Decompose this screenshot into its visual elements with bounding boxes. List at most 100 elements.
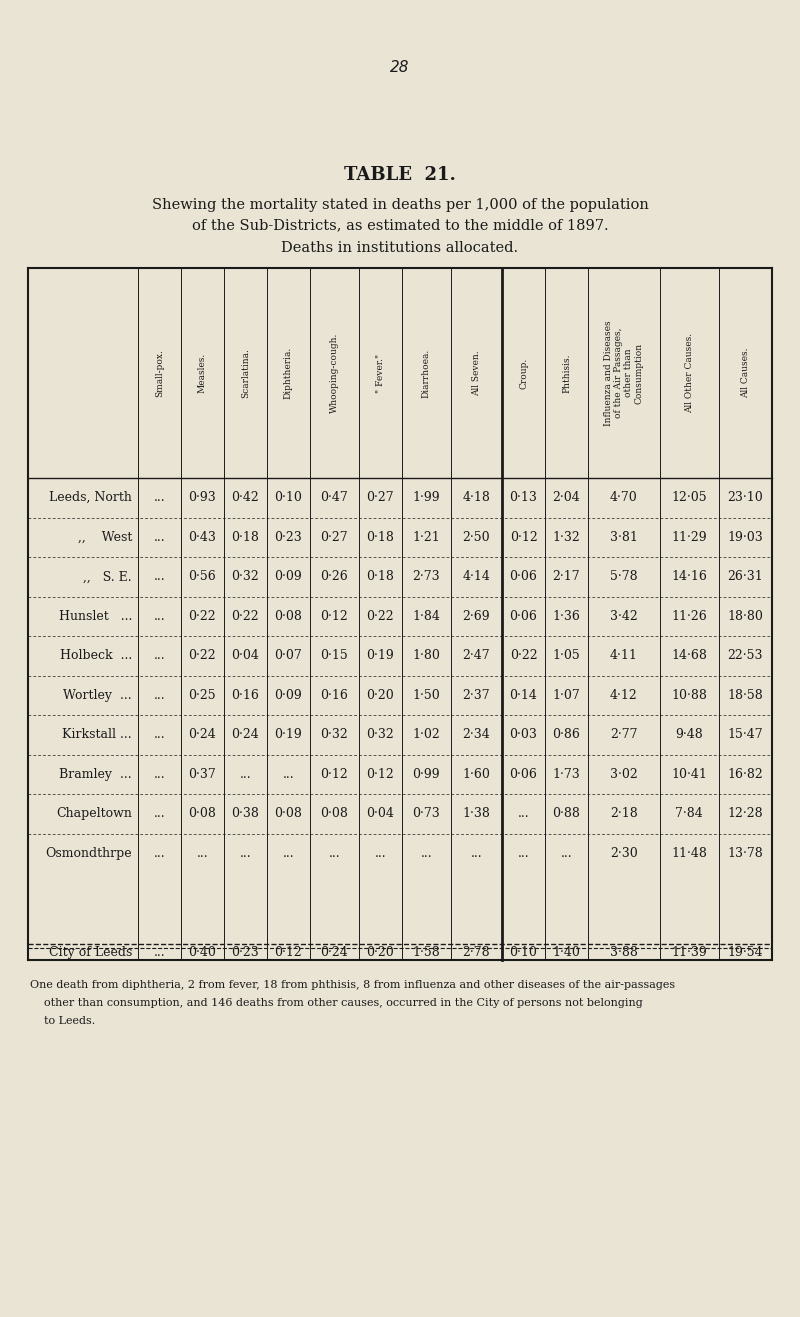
Text: Leeds, North: Leeds, North bbox=[49, 491, 132, 504]
Text: 0·24: 0·24 bbox=[189, 728, 216, 741]
Text: 1·07: 1·07 bbox=[553, 689, 580, 702]
Text: 3·42: 3·42 bbox=[610, 610, 638, 623]
Text: other than consumption, and 146 deaths from other causes, occurred in the City o: other than consumption, and 146 deaths f… bbox=[30, 998, 642, 1008]
Text: 0·22: 0·22 bbox=[510, 649, 538, 662]
Text: 2·17: 2·17 bbox=[553, 570, 580, 583]
Text: 22·53: 22·53 bbox=[728, 649, 763, 662]
Text: 0·23: 0·23 bbox=[274, 531, 302, 544]
Text: Osmondthrpe: Osmondthrpe bbox=[46, 847, 132, 860]
Text: 0·47: 0·47 bbox=[321, 491, 348, 504]
Text: 0·32: 0·32 bbox=[366, 728, 394, 741]
Text: 0·20: 0·20 bbox=[366, 689, 394, 702]
Text: 0·08: 0·08 bbox=[320, 807, 348, 820]
Text: 1·84: 1·84 bbox=[413, 610, 440, 623]
Text: 0·06: 0·06 bbox=[510, 610, 538, 623]
Text: ...: ... bbox=[282, 847, 294, 860]
Text: City of Leeds: City of Leeds bbox=[49, 946, 132, 959]
Text: Deaths in institutions allocated.: Deaths in institutions allocated. bbox=[282, 241, 518, 255]
Text: Measles.: Measles. bbox=[198, 353, 207, 394]
Text: 0·12: 0·12 bbox=[366, 768, 394, 781]
Text: 1·05: 1·05 bbox=[553, 649, 580, 662]
Text: 12·28: 12·28 bbox=[728, 807, 763, 820]
Text: 0·40: 0·40 bbox=[189, 946, 216, 959]
Text: 1·21: 1·21 bbox=[413, 531, 440, 544]
Text: 2·73: 2·73 bbox=[413, 570, 440, 583]
Text: 3·88: 3·88 bbox=[610, 946, 638, 959]
Text: 0·37: 0·37 bbox=[189, 768, 216, 781]
Text: 0·12: 0·12 bbox=[510, 531, 538, 544]
Text: ...: ... bbox=[154, 807, 166, 820]
Text: All Seven.: All Seven. bbox=[472, 350, 481, 396]
Text: 1·38: 1·38 bbox=[462, 807, 490, 820]
Text: 1·02: 1·02 bbox=[413, 728, 440, 741]
Text: 5·78: 5·78 bbox=[610, 570, 638, 583]
Text: 1·50: 1·50 bbox=[413, 689, 440, 702]
Text: Phthisis.: Phthisis. bbox=[562, 353, 571, 392]
Text: ,,    West: ,, West bbox=[78, 531, 132, 544]
Text: All Causes.: All Causes. bbox=[741, 348, 750, 398]
Text: 0·12: 0·12 bbox=[274, 946, 302, 959]
Text: 0·18: 0·18 bbox=[366, 531, 394, 544]
Text: TABLE  21.: TABLE 21. bbox=[344, 166, 456, 184]
Text: 0·09: 0·09 bbox=[274, 570, 302, 583]
Text: 2·04: 2·04 bbox=[553, 491, 580, 504]
Text: 19·03: 19·03 bbox=[727, 531, 763, 544]
Text: 0·20: 0·20 bbox=[366, 946, 394, 959]
Text: 0·08: 0·08 bbox=[274, 610, 302, 623]
Text: Bramley  ...: Bramley ... bbox=[59, 768, 132, 781]
Text: 0·10: 0·10 bbox=[510, 946, 538, 959]
Text: Shewing the mortality stated in deaths per 1,000 of the population: Shewing the mortality stated in deaths p… bbox=[151, 198, 649, 212]
Text: ...: ... bbox=[154, 610, 166, 623]
Text: 0·24: 0·24 bbox=[321, 946, 348, 959]
Text: 0·38: 0·38 bbox=[231, 807, 259, 820]
Text: 15·47: 15·47 bbox=[728, 728, 763, 741]
Text: 0·13: 0·13 bbox=[510, 491, 538, 504]
Text: Hunslet   ...: Hunslet ... bbox=[58, 610, 132, 623]
Text: ...: ... bbox=[239, 847, 251, 860]
Text: ...: ... bbox=[561, 847, 572, 860]
Text: ...: ... bbox=[518, 847, 530, 860]
Text: 2·18: 2·18 bbox=[610, 807, 638, 820]
Text: ...: ... bbox=[329, 847, 340, 860]
Text: 0·19: 0·19 bbox=[366, 649, 394, 662]
Text: ...: ... bbox=[518, 807, 530, 820]
Text: 14·16: 14·16 bbox=[671, 570, 707, 583]
Text: 1·73: 1·73 bbox=[553, 768, 580, 781]
Text: All Other Causes.: All Other Causes. bbox=[685, 333, 694, 414]
Text: 0·14: 0·14 bbox=[510, 689, 538, 702]
Text: 3·81: 3·81 bbox=[610, 531, 638, 544]
Text: 2·30: 2·30 bbox=[610, 847, 638, 860]
Text: Chapeltown: Chapeltown bbox=[56, 807, 132, 820]
Text: Kirkstall ...: Kirkstall ... bbox=[62, 728, 132, 741]
Text: ...: ... bbox=[154, 649, 166, 662]
Text: 0·16: 0·16 bbox=[320, 689, 348, 702]
Text: Small-pox.: Small-pox. bbox=[155, 349, 164, 396]
Text: 0·24: 0·24 bbox=[231, 728, 259, 741]
Text: 19·54: 19·54 bbox=[728, 946, 763, 959]
Text: 0·27: 0·27 bbox=[366, 491, 394, 504]
Text: One death from diphtheria, 2 from fever, 18 from phthisis, 8 from influenza and : One death from diphtheria, 2 from fever,… bbox=[30, 980, 675, 990]
Text: ...: ... bbox=[239, 768, 251, 781]
Text: 11·39: 11·39 bbox=[671, 946, 707, 959]
Text: ...: ... bbox=[374, 847, 386, 860]
Text: 0·10: 0·10 bbox=[274, 491, 302, 504]
Text: 0·06: 0·06 bbox=[510, 570, 538, 583]
Text: 11·48: 11·48 bbox=[671, 847, 707, 860]
Text: 3·02: 3·02 bbox=[610, 768, 638, 781]
Text: ...: ... bbox=[154, 728, 166, 741]
Text: Diphtheria.: Diphtheria. bbox=[284, 346, 293, 399]
Text: 4·70: 4·70 bbox=[610, 491, 638, 504]
Text: 9·48: 9·48 bbox=[675, 728, 703, 741]
Text: 0·88: 0·88 bbox=[553, 807, 580, 820]
Text: ...: ... bbox=[470, 847, 482, 860]
Text: 10·41: 10·41 bbox=[671, 768, 707, 781]
Text: 2·78: 2·78 bbox=[462, 946, 490, 959]
Text: ...: ... bbox=[154, 768, 166, 781]
Text: 0·32: 0·32 bbox=[321, 728, 348, 741]
Text: 12·05: 12·05 bbox=[671, 491, 707, 504]
Text: 2·77: 2·77 bbox=[610, 728, 638, 741]
Text: 0·22: 0·22 bbox=[231, 610, 259, 623]
Text: 4·12: 4·12 bbox=[610, 689, 638, 702]
Text: 1·80: 1·80 bbox=[413, 649, 440, 662]
Text: 0·12: 0·12 bbox=[321, 610, 348, 623]
